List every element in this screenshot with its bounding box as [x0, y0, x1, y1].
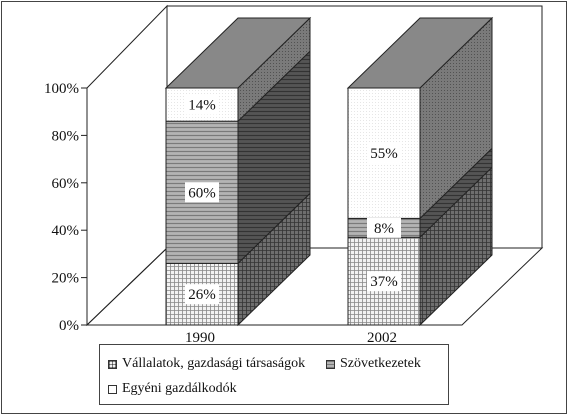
bar-top-1990: [164, 17, 312, 89]
y-tick-label: 0%: [59, 318, 79, 334]
data-label-box: [185, 284, 219, 305]
data-label-box: [367, 143, 401, 164]
legend-label-egyeni: Egyéni gazdálkodók: [122, 381, 237, 396]
data-label-box: [367, 271, 401, 292]
legend-swatch-vallalatok: [108, 359, 117, 369]
data-label-1990-vallalatok-gazdasagi-tarsasagok: 26%: [188, 287, 216, 303]
bar-top-2002: [346, 17, 494, 89]
legend-swatch-szovetkezetek: [326, 359, 335, 369]
legend-item-vallalatok: Vállalatok, gazdasági társaságok: [108, 356, 305, 372]
legend-label-szovetkezetek: Szövetkezetek: [340, 356, 421, 371]
y-tick-label: 60%: [52, 176, 80, 192]
legend-item-egyeni: Egyéni gazdálkodók: [108, 381, 237, 397]
legend: Vállalatok, gazdasági társaságok Szövetk…: [99, 344, 449, 405]
data-label-1990-szovetkezetek: 60%: [188, 185, 216, 201]
x-axis-categories: 1990 2002: [185, 330, 397, 346]
y-tick-label: 80%: [52, 128, 80, 144]
legend-label-vallalatok: Vállalatok, gazdasági társaságok: [122, 356, 306, 371]
data-label-2002-szovetkezetek: 8%: [374, 221, 394, 237]
x-category-label-1990: 1990: [185, 330, 215, 346]
data-label-2002-egyeni-gazdalkodok: 55%: [370, 146, 398, 162]
y-axis-ticks: 0% 20% 40% 60% 80% 100%: [44, 81, 87, 334]
data-labels: 26% 60% 14% 37% 8% 55%: [185, 94, 401, 305]
floor: [85, 247, 544, 326]
y-tick-label: 40%: [52, 223, 80, 239]
side-wall: [86, 4, 168, 327]
data-label-box: [367, 217, 401, 238]
y-tick-label: 100%: [44, 81, 79, 97]
legend-item-szovetkezetek: Szövetkezetek: [326, 356, 421, 372]
data-label-box: [185, 94, 219, 115]
y-tick-label: 20%: [52, 271, 80, 287]
data-label-box: [185, 182, 219, 203]
data-label-2002-vallalatok-gazdasagi-tarsasagok: 37%: [370, 274, 398, 290]
x-category-label-2002: 2002: [367, 330, 397, 346]
data-label-1990-egyeni-gazdalkodok: 14%: [188, 98, 216, 114]
bars: [164, 16, 494, 327]
legend-swatch-egyeni: [108, 384, 117, 394]
